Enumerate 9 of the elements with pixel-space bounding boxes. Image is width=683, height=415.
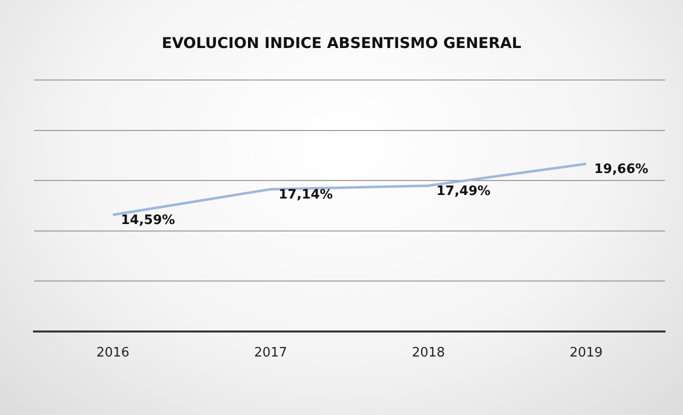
x-tick-label: 2019 [570, 346, 603, 361]
x-tick-label: 2018 [412, 346, 445, 361]
chart-title: EVOLUCION INDICE ABSENTISMO GENERAL [160, 34, 522, 52]
data-label: 14,59% [120, 213, 176, 228]
data-label: 19,66% [594, 162, 648, 178]
data-label: 17,49% [436, 184, 491, 200]
data-label: 17,14% [278, 188, 333, 203]
x-tick-label: 2016 [96, 346, 130, 361]
x-tick-label: 2017 [254, 346, 288, 361]
